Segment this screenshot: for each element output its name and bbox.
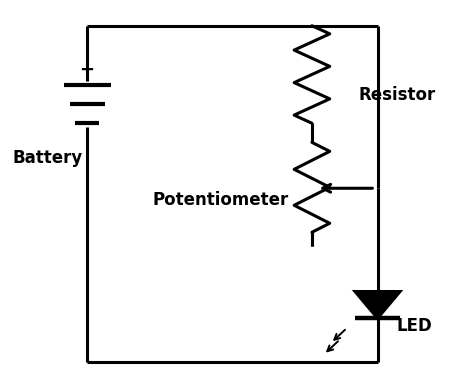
Text: Potentiometer: Potentiometer: [153, 191, 289, 209]
Text: +: +: [80, 61, 95, 79]
Text: Resistor: Resistor: [359, 86, 436, 104]
Text: Battery: Battery: [12, 149, 82, 167]
Text: LED: LED: [396, 317, 432, 335]
Polygon shape: [355, 291, 400, 318]
